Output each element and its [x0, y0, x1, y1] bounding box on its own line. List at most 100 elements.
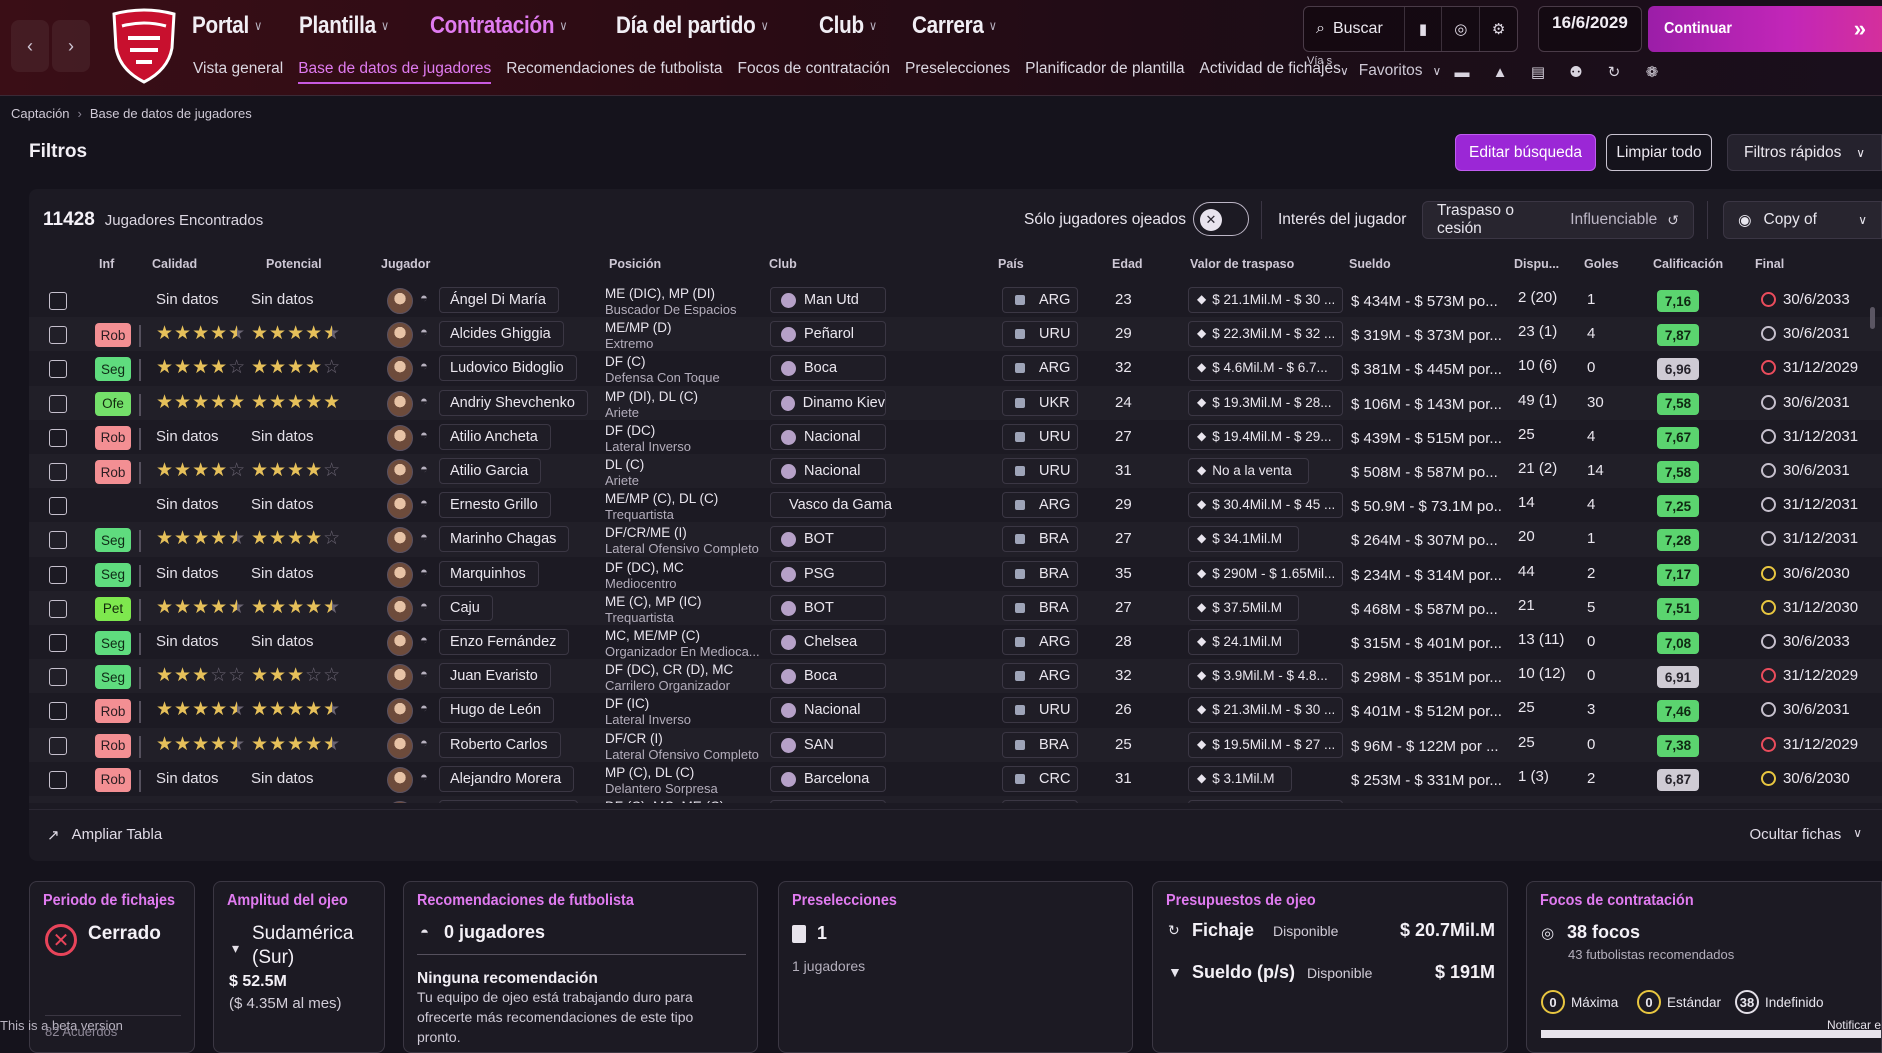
transfer-value[interactable]: ◆ $ 19.4Mil.M - $ 29... [1188, 423, 1343, 450]
column-header[interactable]: Valor de traspaso [1190, 257, 1295, 271]
country-badge[interactable]: ARG [1002, 355, 1078, 382]
sub-nav-item[interactable]: Base de datos de jugadores [298, 60, 492, 84]
club-badge[interactable]: Vasco da Gama [770, 492, 892, 519]
row-checkbox[interactable] [49, 292, 67, 310]
row-checkbox[interactable] [49, 326, 67, 345]
transfer-window-card[interactable]: Periodo de fichajes ✕ Cerrado [29, 881, 195, 1053]
sub-nav-item[interactable]: Recomendaciones de futbolista [506, 60, 723, 77]
player-name[interactable]: Ernesto Grillo [439, 492, 551, 519]
main-nav-item[interactable]: Día del partido ∨ [616, 10, 769, 42]
transfer-value[interactable]: ◆ $ 19.3Mil.M - $ 28... [1188, 389, 1343, 416]
recruitment-focus-card[interactable]: Focos de contratación ◎ 38 focos 43 futb… [1526, 881, 1882, 1053]
column-header[interactable]: Final [1755, 257, 1785, 271]
main-nav-item[interactable]: Club ∨ [819, 10, 877, 42]
transfer-value[interactable]: ◆ $ 21.3Mil.M - $ 30 ... [1188, 697, 1343, 724]
transfer-value[interactable]: ◆ $ 37.5Mil.M [1188, 594, 1300, 621]
transfer-value[interactable]: ◆ $ 290M - $ 1.65Mil... [1188, 560, 1343, 587]
row-checkbox[interactable] [49, 770, 67, 789]
column-header[interactable]: País [998, 257, 1024, 271]
table-row[interactable]: Seg Sin datos Sin datos ◓ Enzo Fernández MC, … [29, 625, 1882, 659]
transfer-value[interactable]: ◆ $ 30.4Mil.M - $ 45 ... [1188, 492, 1343, 519]
transfer-value[interactable]: ◆ $ 19.5Mil.M - $ 27 ... [1188, 731, 1343, 758]
transfer-value[interactable]: ◆ $ 4.6Mil.M - $ 6.7... [1188, 355, 1343, 382]
main-nav-item[interactable]: Portal ∨ [192, 10, 262, 42]
notify-label[interactable]: Notificar e [1826, 1018, 1881, 1032]
country-badge[interactable]: CRC [1002, 765, 1078, 792]
sub-nav-item[interactable]: Actividad de fichajes [1199, 60, 1341, 77]
player-name[interactable]: Alcides Ghiggia [439, 321, 564, 348]
column-header[interactable]: Potencial [266, 257, 322, 271]
scouting-budgets-card[interactable]: Presupuestos de ojeo ↻ Fichaje Disponibl… [1152, 881, 1508, 1053]
player-name[interactable]: Marquinhos [439, 560, 539, 587]
row-checkbox[interactable] [49, 736, 67, 755]
table-row[interactable]: Rob ★★★★☆ ★★★★☆ ◓ Atilio Garcia DL (C) Ariete N… [29, 454, 1882, 489]
club-badge[interactable]: Nacional [770, 697, 886, 724]
favorites-menu[interactable]: ∨ Favoritos ∨ [1340, 62, 1441, 80]
sub-nav-item[interactable]: Planificador de plantilla [1025, 60, 1185, 77]
clear-all-button[interactable]: Limpiar todo [1606, 134, 1712, 171]
player-name[interactable]: Néstor Gonçalves [439, 800, 579, 803]
player-name[interactable]: Ángel Di María [439, 287, 559, 313]
column-header[interactable]: Sueldo [1349, 257, 1391, 271]
row-checkbox[interactable] [49, 668, 67, 687]
club-badge[interactable]: BOT [770, 594, 886, 621]
table-row[interactable]: Ofe ★★★★★ ★★★★★ ◓ Andriy Shevchenko MP (DI), … [29, 385, 1882, 420]
transfer-value[interactable]: ◆ $ 34.1Mil.M [1188, 526, 1300, 553]
country-badge[interactable]: ARG [1002, 663, 1078, 690]
table-row[interactable]: ★★★★☆★★★★☆◓Néstor GonçalvesDF (C), MC, M… [29, 796, 1882, 803]
inbox-button[interactable]: ▮ [1403, 7, 1442, 51]
table-row[interactable]: Sin datos Sin datos ◓ Ángel Di María ME (DIC… [29, 283, 1882, 317]
club-crest-icon[interactable] [108, 8, 180, 84]
country-badge[interactable]: URU [1002, 423, 1078, 450]
table-row[interactable]: Seg Sin datos Sin datos ◓ Marquinhos DF (DC),… [29, 557, 1882, 591]
club-badge[interactable]: Dinamo Kiev [770, 389, 886, 416]
table-row[interactable]: Rob Sin datos Sin datos ◓ Atilio Ancheta DF (… [29, 420, 1882, 454]
column-header[interactable]: Inf [99, 257, 115, 271]
main-nav-item[interactable]: Carrera ∨ [912, 10, 997, 42]
staff-icon[interactable]: ⚉ [1569, 64, 1583, 81]
column-header[interactable]: Posición [609, 257, 662, 271]
player-name[interactable]: Ludovico Bidoglio [439, 355, 577, 382]
row-checkbox[interactable] [49, 463, 67, 481]
column-header[interactable]: Club [769, 257, 797, 271]
player-name[interactable]: Atilio Garcia [439, 458, 542, 484]
player-name[interactable]: Hugo de León [439, 697, 555, 724]
column-header[interactable]: Goles [1584, 257, 1619, 271]
table-row[interactable]: Rob ★★★★★ ★★★★★ ◓ Alcides Ghiggia ME/MP (D) Ex… [29, 317, 1882, 352]
player-name[interactable]: Alejandro Morera [439, 765, 575, 792]
country-badge[interactable]: BRA [1002, 560, 1078, 587]
table-row[interactable]: Sin datos Sin datos ◓ Ernesto Grillo ME/MP (… [29, 488, 1882, 522]
scouted-only-toggle[interactable]: ✕ [1193, 202, 1249, 236]
player-name[interactable]: Juan Evaristo [439, 663, 551, 690]
club-badge[interactable]: Nacional [770, 458, 886, 484]
club-badge[interactable]: Nacional [770, 423, 886, 450]
globe-button[interactable]: ◎ [1441, 7, 1479, 51]
reset-icon[interactable]: ↺ [1667, 211, 1679, 228]
continue-button[interactable]: Continuar » [1648, 6, 1882, 52]
column-header[interactable]: Calificación [1653, 257, 1724, 271]
player-name[interactable]: Caju [439, 594, 493, 621]
expand-table-button[interactable]: ↗ Ampliar Tabla [47, 826, 162, 844]
country-badge[interactable]: BRA [1002, 731, 1078, 758]
transfer-value[interactable]: ◆ $ 3.1Mil.M [1188, 765, 1292, 792]
trophy-icon[interactable]: ❁ [1645, 64, 1659, 81]
breadcrumb-item[interactable]: Captación [11, 106, 70, 121]
club-badge[interactable]: Barcelona [770, 765, 886, 792]
table-scrollbar[interactable] [1870, 307, 1875, 329]
club-badge[interactable]: Boca [770, 663, 886, 690]
club-badge[interactable]: Peñarol [770, 321, 886, 348]
club-badge[interactable]: Boca [770, 355, 886, 382]
country-badge[interactable]: BRA [1002, 526, 1078, 553]
country-badge[interactable]: URU [1002, 800, 1078, 803]
settings-button[interactable]: ⚙ [1479, 7, 1517, 51]
sub-nav-item[interactable]: Focos de contratación [737, 60, 891, 77]
view-selector[interactable]: ◉ Copy of ∨ [1723, 201, 1882, 239]
player-name[interactable]: Marinho Chagas [439, 526, 570, 553]
row-checkbox[interactable] [49, 497, 67, 516]
player-name[interactable]: Enzo Fernández [439, 629, 570, 655]
sub-nav-item[interactable]: Vista general [193, 60, 284, 77]
quick-filters-button[interactable]: Filtros rápidos ∨ [1727, 134, 1882, 171]
country-badge[interactable]: URU [1002, 321, 1078, 348]
table-row[interactable]: Seg ★★★★☆ ★★★★☆ ◓ Ludovico Bidoglio DF (C) Def… [29, 351, 1882, 385]
column-header[interactable]: Edad [1112, 257, 1143, 271]
